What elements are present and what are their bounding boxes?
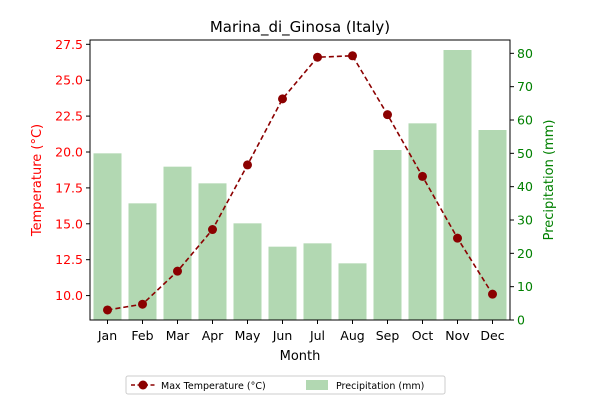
temperature-point xyxy=(488,289,497,299)
precipitation-bar xyxy=(478,130,507,320)
precipitation-bar xyxy=(93,153,122,320)
y-left-tick-label: 25.0 xyxy=(55,73,83,88)
temperature-point xyxy=(278,94,287,104)
x-tick-label: Nov xyxy=(445,328,470,343)
y-right-tick-label: 0 xyxy=(517,313,525,328)
plot-frame xyxy=(89,39,511,321)
x-axis-label: Month xyxy=(280,349,321,364)
temperature-point xyxy=(313,52,322,62)
x-tick-label: Dec xyxy=(480,328,504,343)
legend: Max Temperature (°C) Precipitation (mm) xyxy=(125,375,446,395)
y-left-tick-label: 17.5 xyxy=(55,180,83,195)
temperature-line-group xyxy=(103,51,497,315)
y-left-tick-label: 22.5 xyxy=(55,109,83,124)
precipitation-bar xyxy=(198,183,227,320)
y-left-tick-label: 20.0 xyxy=(55,145,83,160)
y-left-tick-label: 12.5 xyxy=(55,252,83,267)
temperature-point xyxy=(453,233,462,243)
x-tick-label: Jun xyxy=(272,328,293,343)
legend-bar-swatch xyxy=(306,380,328,390)
precipitation-bar xyxy=(338,263,367,320)
y-left-tick-label: 27.5 xyxy=(55,37,83,52)
legend-frame xyxy=(125,375,446,395)
temperature-point xyxy=(208,225,217,235)
y-right-tick-label: 70 xyxy=(517,79,533,94)
y-right-axis-label: Precipitation (mm) xyxy=(542,120,557,241)
temperature-point xyxy=(418,171,427,181)
y-left-tick-label: 10.0 xyxy=(55,288,83,303)
temperature-point xyxy=(243,160,252,170)
precipitation-bar xyxy=(373,150,402,320)
y-left-tick-label: 15.0 xyxy=(55,216,83,231)
legend-label-temperature: Max Temperature (°C) xyxy=(161,381,266,392)
precipitation-bar xyxy=(408,123,437,320)
y-right-tick-label: 40 xyxy=(517,179,533,194)
y-right-tick-label: 80 xyxy=(517,46,533,61)
precipitation-bars xyxy=(93,50,507,320)
temperature-point xyxy=(138,299,147,309)
x-tick-label: Sep xyxy=(376,328,400,343)
precipitation-bar xyxy=(268,246,297,320)
y-right-tick-label: 20 xyxy=(517,246,533,261)
y-right-tick-label: 60 xyxy=(517,113,533,128)
precipitation-bar xyxy=(443,50,472,320)
temperature-point xyxy=(173,266,182,276)
temperature-point xyxy=(348,51,357,61)
legend-label-precipitation: Precipitation (mm) xyxy=(336,381,424,392)
precipitation-bar xyxy=(163,166,192,320)
chart-title: Marina_di_Ginosa (Italy) xyxy=(210,18,390,37)
legend-marker-swatch xyxy=(138,380,148,390)
x-tick-label: Oct xyxy=(412,328,434,343)
temperature-line xyxy=(107,54,494,311)
x-tick-label: Aug xyxy=(340,328,364,343)
x-tick-label: May xyxy=(235,328,261,343)
precipitation-bar xyxy=(233,223,262,320)
precipitation-bar xyxy=(303,243,332,320)
y-right-tick-label: 10 xyxy=(517,279,533,294)
x-tick-label: Feb xyxy=(131,328,153,343)
temperature-point xyxy=(383,110,392,120)
y-right-tick-label: 50 xyxy=(517,146,533,161)
temperature-point xyxy=(103,305,112,315)
x-tick-label: Apr xyxy=(202,328,224,343)
x-tick-label: Jul xyxy=(309,328,325,343)
axes: 10.0 12.5 15.0 17.5 20.0 22.5 25.0 27.5 0 10 20 30 4… xyxy=(55,37,533,343)
x-tick-label: Jan xyxy=(97,328,117,343)
x-tick-label: Mar xyxy=(166,328,190,343)
y-left-axis-label: Temperature (°C) xyxy=(30,124,45,237)
y-right-tick-label: 30 xyxy=(517,213,533,228)
